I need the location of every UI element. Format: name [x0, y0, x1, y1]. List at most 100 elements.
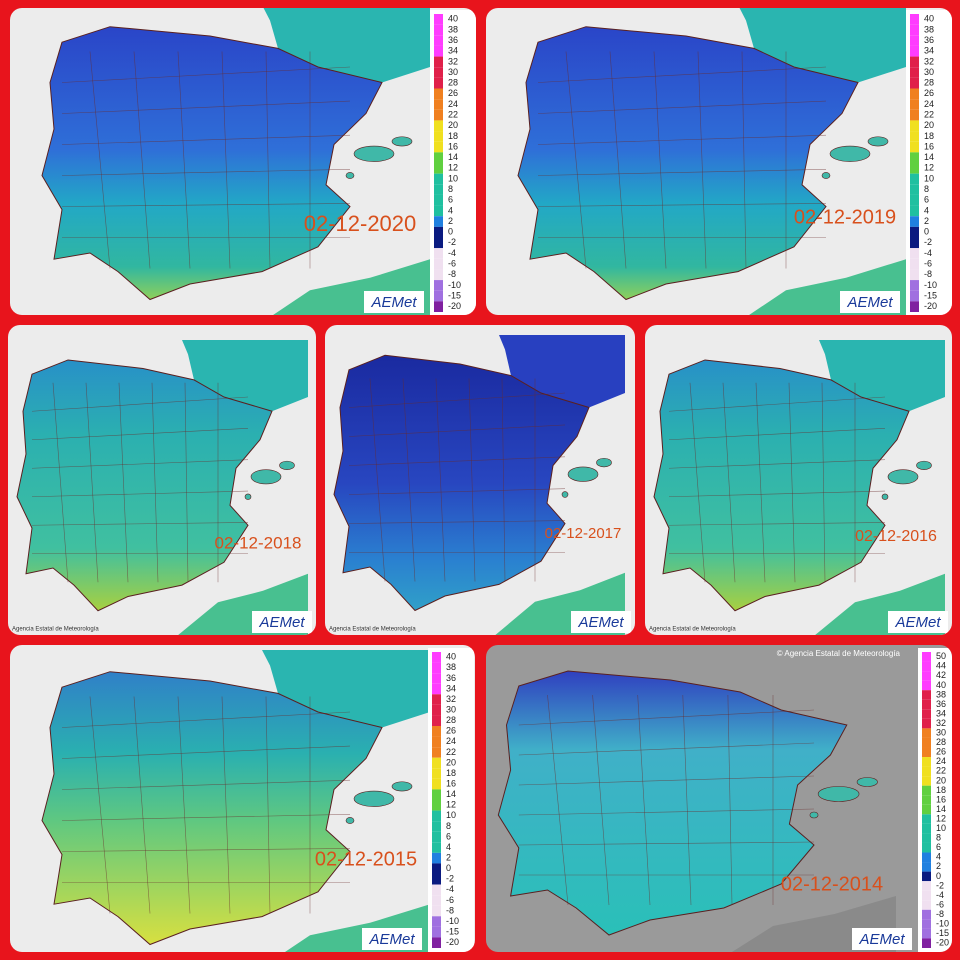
legend-label: 40 — [448, 14, 458, 24]
legend-swatch — [910, 14, 919, 25]
legend-label: 10 — [448, 173, 458, 183]
legend-label: 10 — [446, 810, 456, 820]
border-line — [89, 51, 111, 269]
border-line — [61, 745, 351, 759]
africa — [250, 904, 430, 952]
legend-label: -2 — [446, 874, 454, 884]
legend-swatch — [432, 874, 441, 885]
legend-label: -10 — [924, 280, 937, 290]
legend-label: 38 — [924, 24, 934, 34]
date-label: 02-12-2015 — [315, 848, 417, 870]
legend-swatch — [432, 736, 441, 748]
legend-label: 16 — [446, 779, 456, 789]
legend-swatch — [432, 842, 441, 853]
legend-label: 34 — [448, 46, 458, 56]
border-line — [518, 808, 815, 816]
legend-swatch — [434, 248, 443, 259]
legend-label: -15 — [448, 290, 461, 300]
legend-label: 26 — [924, 88, 934, 98]
legend-label: 22 — [936, 766, 946, 776]
legend-swatch — [922, 890, 931, 901]
legend-swatch — [432, 747, 441, 758]
legend-label: 32 — [446, 694, 456, 704]
legend-swatch — [910, 120, 919, 132]
border-line — [133, 696, 151, 914]
legend-swatch — [434, 163, 443, 174]
border-line — [518, 742, 815, 756]
legend-swatch — [434, 258, 443, 270]
legend-label: 32 — [936, 718, 946, 728]
legend-swatch — [910, 194, 919, 206]
border-line — [61, 711, 351, 728]
logo-box — [888, 611, 948, 633]
legend-label: 14 — [448, 152, 458, 162]
legend-swatch — [910, 205, 919, 217]
legend-swatch — [922, 919, 931, 929]
legend-swatch — [922, 938, 931, 948]
legend-label: 40 — [924, 14, 934, 24]
border-line — [682, 694, 692, 906]
legend-label: 6 — [924, 195, 929, 205]
legend-swatch — [910, 88, 919, 100]
legend-label: 32 — [448, 56, 458, 66]
france — [738, 8, 906, 83]
legend-swatch — [910, 56, 919, 68]
legend-swatch — [434, 141, 443, 153]
legend-label: -6 — [446, 895, 454, 905]
legend-label: 0 — [448, 227, 453, 237]
credit: Agencia Estatal de Meteorología — [12, 627, 99, 633]
legend-swatch — [432, 863, 441, 874]
island — [867, 136, 889, 147]
border-line — [31, 522, 249, 526]
legend-label: 6 — [448, 195, 453, 205]
map-panel: 02-12-2015403836343230282624222018161412… — [10, 645, 475, 952]
legend-swatch — [434, 280, 443, 291]
legend-label: 30 — [924, 67, 934, 77]
legend-label: -6 — [924, 258, 932, 268]
logo: AEMet — [894, 614, 941, 631]
legend-label: 24 — [446, 736, 456, 746]
legend-swatch — [922, 680, 931, 691]
legend-label: 26 — [446, 726, 456, 736]
island — [887, 469, 919, 485]
legend-swatch — [434, 88, 443, 100]
legend-label: 12 — [446, 800, 456, 810]
border-line — [52, 382, 69, 583]
border-line — [537, 134, 827, 145]
legend-swatch — [922, 900, 931, 910]
map-panel: 02-12-2014504442403836343230282624222018… — [486, 645, 952, 952]
logo: AEMet — [577, 614, 624, 631]
legend-swatch — [432, 673, 441, 684]
legend-swatch — [434, 184, 443, 195]
legend-label: 30 — [448, 67, 458, 77]
border-line — [537, 66, 827, 83]
legend-swatch — [910, 301, 919, 312]
legend-label: 8 — [448, 184, 453, 194]
legend-label: 18 — [936, 785, 946, 795]
island — [561, 491, 569, 498]
logo-box — [362, 928, 422, 950]
border-line — [348, 488, 566, 495]
legend-label: -4 — [446, 884, 454, 894]
legend-swatch — [432, 884, 441, 896]
legend-swatch — [922, 814, 931, 824]
border-line — [133, 51, 151, 269]
legend-swatch — [910, 248, 919, 259]
legend-label: 14 — [924, 152, 934, 162]
legend-label: -20 — [446, 937, 459, 947]
iberia — [41, 671, 383, 946]
legend-swatch — [910, 141, 919, 153]
island — [821, 172, 831, 179]
legend-label: 2 — [936, 861, 941, 871]
legend-label: -8 — [936, 909, 944, 919]
legend-label: 40 — [446, 652, 456, 662]
border-line — [518, 775, 815, 786]
copyright: © Agencia Estatal de Meteorología — [777, 649, 901, 658]
legend-label: 20 — [924, 120, 934, 130]
date-label: 02-12-2016 — [855, 528, 937, 545]
legend-swatch — [910, 109, 919, 121]
border-line — [177, 696, 191, 914]
legend-swatch — [434, 269, 443, 281]
legend-swatch — [432, 715, 441, 726]
border-line — [501, 378, 506, 582]
